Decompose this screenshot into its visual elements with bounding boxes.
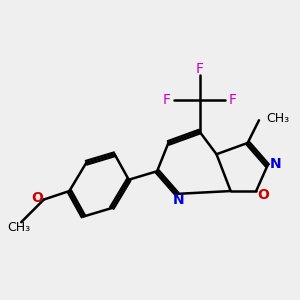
Text: N: N [270,157,282,171]
Text: O: O [257,188,269,202]
Text: CH₃: CH₃ [7,221,30,234]
Text: F: F [162,94,170,107]
Text: CH₃: CH₃ [266,112,289,125]
Text: O: O [31,191,43,205]
Text: N: N [172,193,184,207]
Text: F: F [196,62,203,76]
Text: F: F [229,94,237,107]
